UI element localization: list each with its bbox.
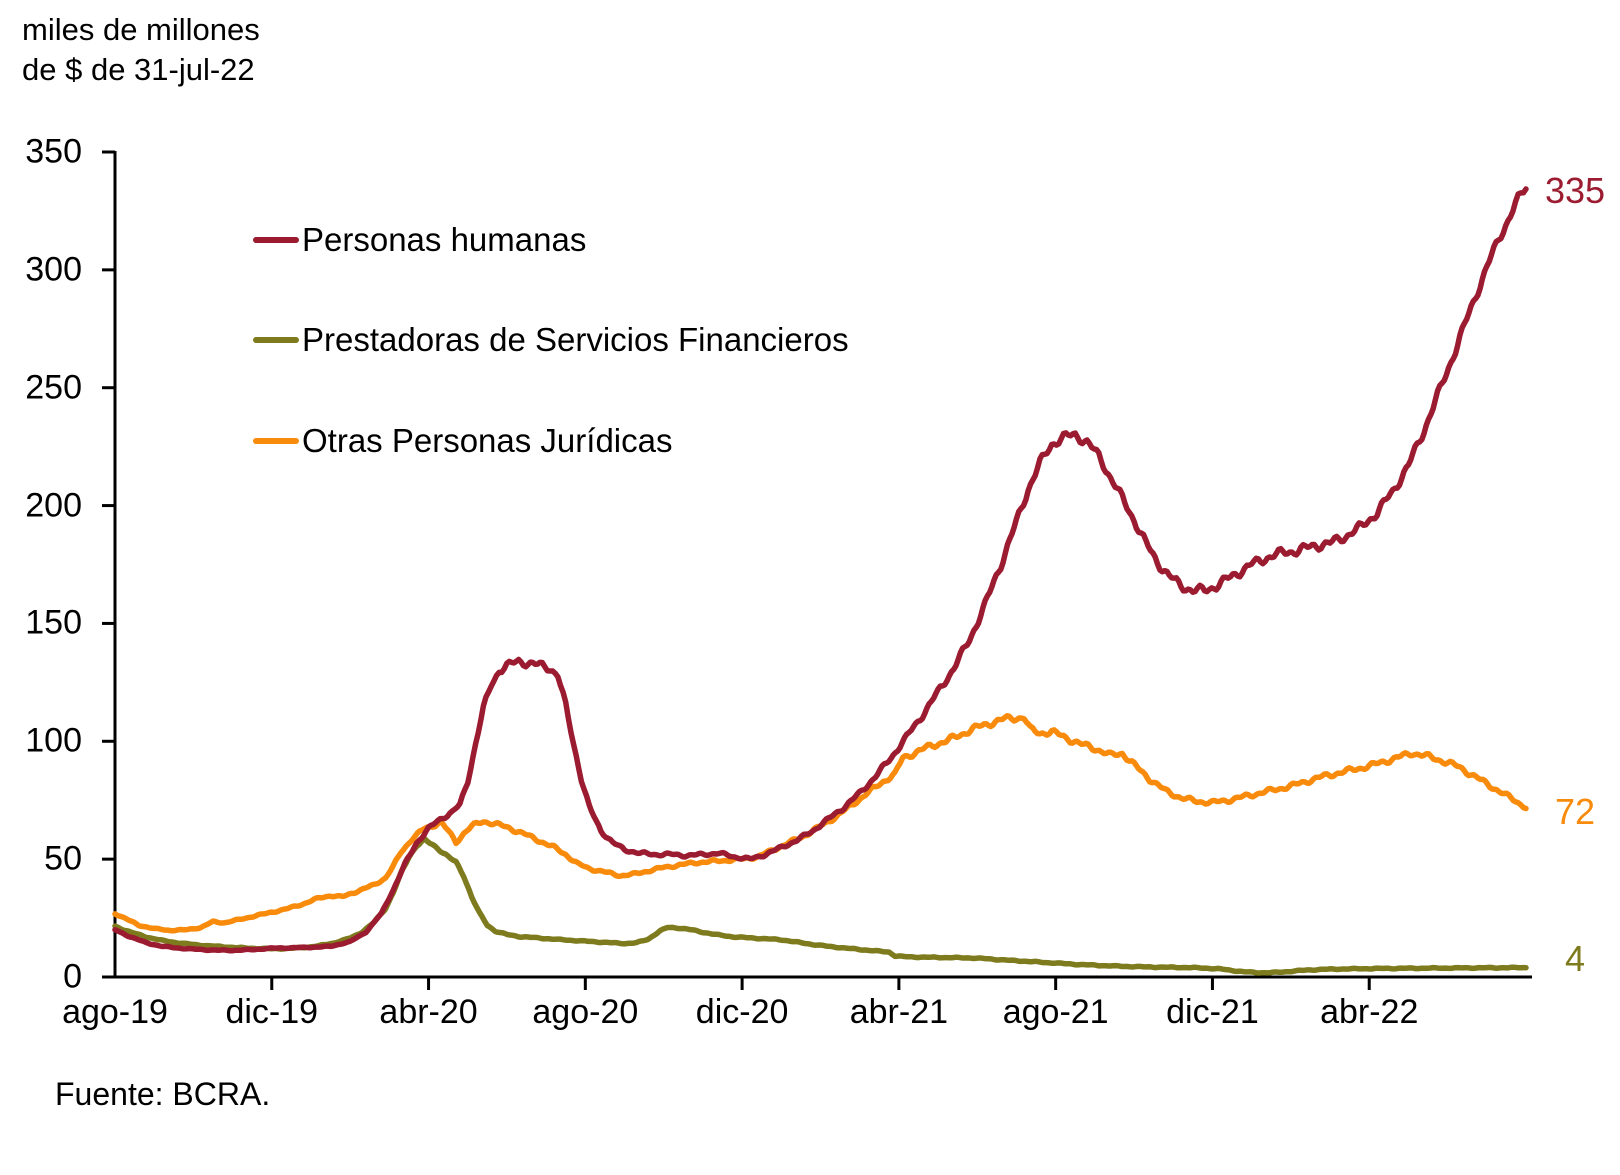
legend-swatch-personas-humanas — [253, 237, 299, 243]
chart-title-line2: de $ de 31-jul-22 — [22, 52, 255, 87]
x-tick-label: dic-21 — [1166, 993, 1259, 1031]
x-tick-label: abr-20 — [379, 993, 478, 1031]
x-tick-label: dic-20 — [695, 993, 789, 1031]
legend-swatch-otras-juridicas — [253, 438, 299, 444]
x-tick-label: ago-20 — [532, 993, 639, 1031]
source-note: Fuente: BCRA. — [55, 1076, 271, 1112]
y-tick-label: 300 — [25, 250, 82, 289]
legend-swatch-prestadoras — [253, 337, 299, 343]
x-tick-label: dic-19 — [225, 993, 319, 1031]
y-tick-label: 350 — [25, 132, 82, 171]
end-value-personas-humanas: 335 — [1544, 170, 1606, 212]
y-tick-label: 0 — [63, 957, 82, 996]
end-value-otras-juridicas: 72 — [1554, 791, 1596, 833]
legend-label-prestadoras: Prestadoras de Servicios Financieros — [302, 321, 849, 358]
series-line-prestadoras — [112, 836, 1529, 976]
y-tick-label: 200 — [25, 486, 82, 525]
legend-item-personas-humanas: Personas humanas — [253, 220, 586, 260]
y-tick-label: 250 — [25, 368, 82, 407]
series-line-personas-humanas — [112, 186, 1529, 954]
legend-item-prestadoras: Prestadoras de Servicios Financieros — [253, 320, 849, 360]
y-tick-label: 50 — [44, 839, 82, 878]
x-tick-label: ago-21 — [1002, 993, 1109, 1031]
x-tick-label: ago-19 — [62, 993, 168, 1031]
x-tick-label: abr-22 — [1320, 993, 1419, 1031]
legend-item-otras-juridicas: Otras Personas Jurídicas — [253, 421, 672, 461]
end-value-prestadoras: 4 — [1564, 937, 1586, 979]
x-tick-label: abr-21 — [849, 993, 949, 1031]
chart-title-line1: miles de millones — [22, 12, 260, 47]
chart-title: miles de millones de $ de 31-jul-22 — [22, 10, 260, 90]
legend-label-otras-juridicas: Otras Personas Jurídicas — [302, 422, 673, 459]
legend-label-personas-humanas: Personas humanas — [302, 221, 587, 258]
y-tick-label: 100 — [25, 721, 82, 760]
y-tick-label: 150 — [25, 603, 82, 642]
